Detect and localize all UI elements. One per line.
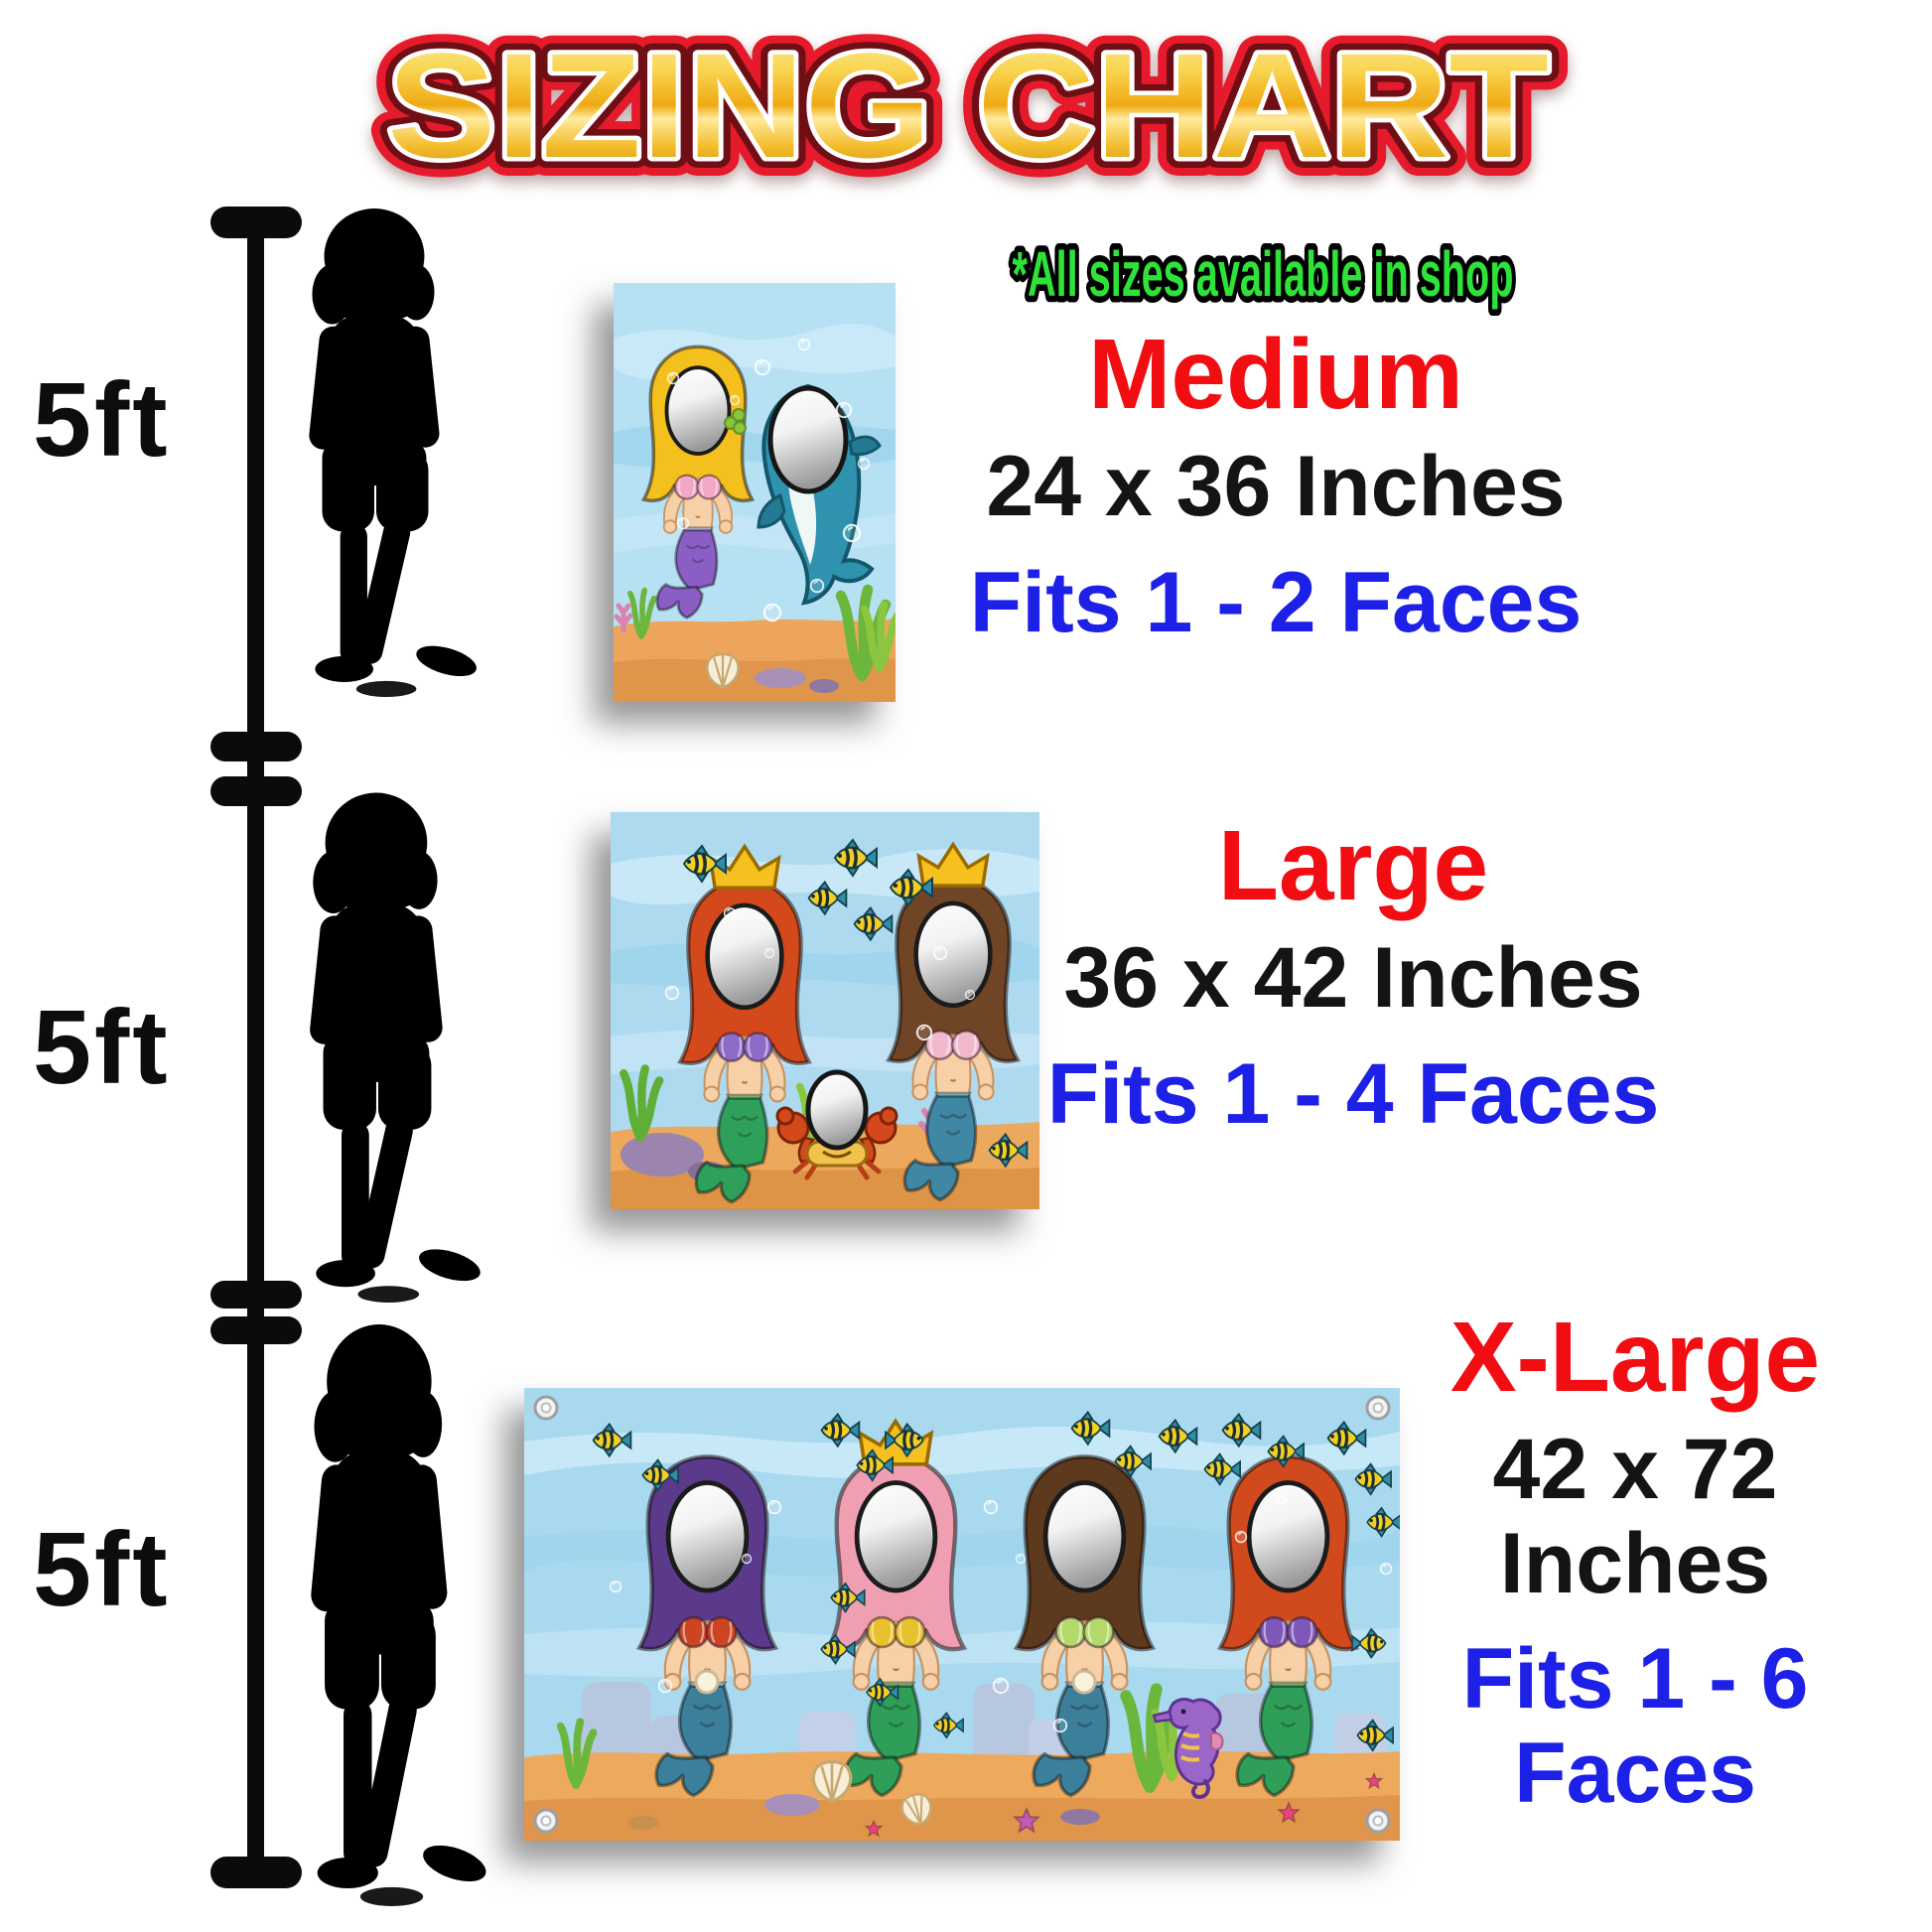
- pole-bottom-cap: [210, 1857, 302, 1888]
- pearl: [694, 1669, 720, 1695]
- size-fits-xlarge: Fits 1 - 6 Faces: [1461, 1631, 1809, 1821]
- size-dimensions-xlarge: 42 x 72 Inches: [1492, 1422, 1778, 1611]
- availability-note: *All sizes available in shop: [1006, 232, 1520, 317]
- xlarge-banner-image: [524, 1388, 1400, 1841]
- size-name-medium: Medium: [1088, 319, 1463, 430]
- height-ruler-pole: [210, 207, 302, 1888]
- availability-note-text: *All sizes available in shop: [1013, 238, 1514, 310]
- dolphin-figure: [757, 383, 882, 606]
- size-name-xlarge: X-Large: [1449, 1302, 1821, 1413]
- child-silhouette-2: [266, 782, 490, 1303]
- rock: [1060, 1809, 1100, 1825]
- size-info-medium: Medium 24 x 36 Inches Fits 1 - 2 Faces: [958, 323, 1593, 649]
- height-label-1: 5ft: [33, 361, 171, 479]
- rock: [755, 668, 806, 688]
- coral: [614, 603, 633, 633]
- size-name-large: Large: [1217, 810, 1489, 921]
- face-hole: [767, 385, 849, 494]
- pole-top-cap: [210, 207, 302, 238]
- page-title: SIZING CHART SIZING CHART SIZING CHART: [368, 12, 1568, 201]
- pebble: [627, 1816, 659, 1830]
- height-label-2: 5ft: [33, 989, 171, 1106]
- rock: [764, 1794, 820, 1816]
- pearl: [1071, 1669, 1097, 1695]
- crab-figure: [775, 1069, 898, 1180]
- child-silhouette-1: [266, 199, 486, 697]
- title-outline-dark: SIZING CHART: [387, 22, 1549, 189]
- size-fits-medium: Fits 1 - 2 Faces: [969, 554, 1583, 650]
- size-dimensions-large: 36 x 42 Inches: [1063, 930, 1643, 1026]
- large-banner-image: [611, 812, 1039, 1209]
- child-silhouette-3: [266, 1312, 496, 1906]
- medium-banner-image: [614, 283, 896, 702]
- size-info-large: Large 36 x 42 Inches Fits 1 - 4 Faces: [1035, 814, 1671, 1141]
- pole-joint-2a: [210, 1281, 302, 1309]
- height-label-3: 5ft: [33, 1511, 171, 1628]
- pole-joint-1a: [210, 732, 302, 761]
- pole-joint-1b: [210, 776, 302, 806]
- title-outline-red: SIZING CHART: [387, 22, 1549, 189]
- rock: [621, 1133, 704, 1176]
- rock: [809, 679, 839, 693]
- size-fits-large: Fits 1 - 4 Faces: [1046, 1045, 1660, 1142]
- size-info-xlarge: X-Large 42 x 72 Inches Fits 1 - 6 Faces: [1387, 1306, 1883, 1820]
- size-dimensions-medium: 24 x 36 Inches: [986, 439, 1566, 534]
- seahorse-figure: [1152, 1698, 1224, 1800]
- pole-joint-2b: [210, 1316, 302, 1344]
- face-hole: [805, 1069, 869, 1151]
- title-text: SIZING CHART: [387, 22, 1549, 189]
